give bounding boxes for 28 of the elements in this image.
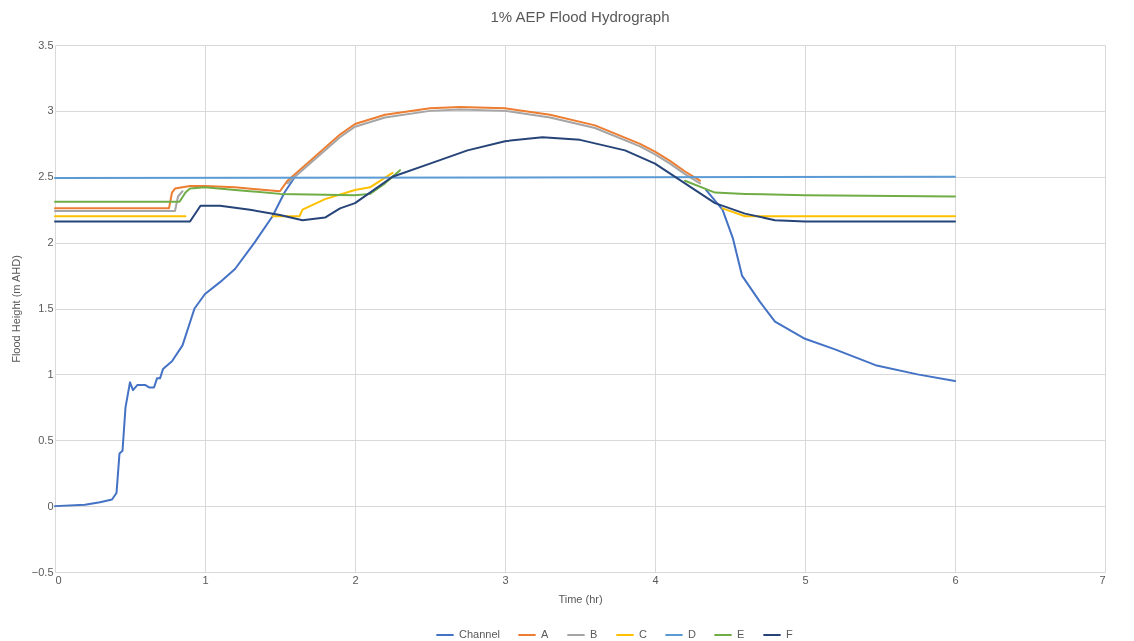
x-tick-label: 1 — [202, 573, 209, 586]
x-axis-title: Time (hr) — [558, 592, 603, 605]
x-tick-label: 4 — [652, 573, 659, 586]
y-tick-label: 2 — [47, 236, 54, 249]
legend-label: D — [688, 628, 696, 640]
x-tick-label: 5 — [802, 573, 809, 586]
y-tick-label: 1.5 — [38, 302, 54, 314]
legend-label: F — [786, 628, 793, 640]
x-tick-label: 7 — [1099, 573, 1106, 586]
legend-label: Channel — [459, 628, 500, 640]
y-axis-title: Flood Height (m AHD) — [9, 255, 22, 363]
legend-label: A — [541, 628, 549, 640]
y-tick-label: 3.5 — [38, 38, 54, 51]
y-tick-label: 3 — [47, 104, 54, 117]
chart-title: 1% AEP Flood Hydrograph — [490, 8, 670, 25]
x-tick-label: 0 — [55, 573, 62, 586]
legend-label: E — [737, 628, 745, 640]
y-tick-label: 1 — [47, 367, 54, 380]
y-tick-label: 0.5 — [38, 433, 54, 446]
legend-label: C — [639, 628, 647, 640]
y-tick-label: 0 — [47, 499, 54, 512]
x-tick-label: 6 — [952, 573, 959, 586]
x-tick-label: 2 — [352, 573, 359, 586]
line-series — [54, 136, 956, 223]
y-tick-label: −0.5 — [31, 565, 54, 578]
x-tick-label: 3 — [502, 573, 509, 586]
legend-label: B — [590, 628, 598, 640]
y-tick-label: 2.5 — [38, 170, 54, 183]
